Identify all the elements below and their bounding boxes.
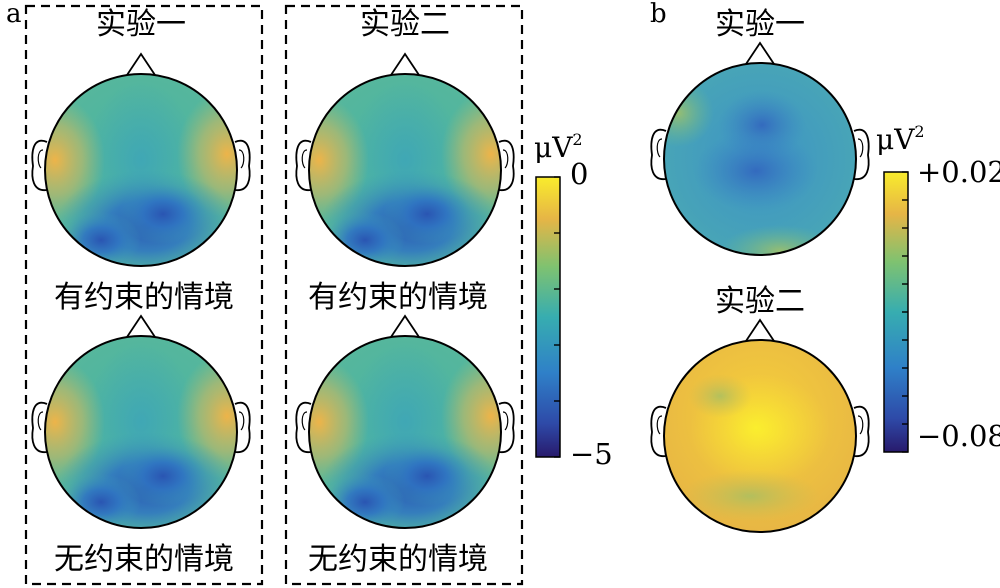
colorbar-a-max-label: 0 (570, 157, 588, 191)
condition-label-unconstrained-exp1: 无约束的情境 (54, 542, 234, 577)
topomap-exp1-unconstrained-nose (124, 314, 158, 341)
topomap-b-exp1 (650, 41, 870, 256)
colorbar-a: μV2 0 −5 (534, 130, 613, 471)
panel-b-experiment-1-title: 实验一 (715, 7, 805, 42)
experiment-2-box (284, 4, 524, 586)
panel-b-experiment-2-title: 实验二 (715, 284, 805, 319)
topomap-b-exp2 (650, 318, 870, 533)
topomap-exp2-unconstrained (295, 314, 515, 529)
condition-label-constrained-exp2: 有约束的情境 (308, 280, 488, 315)
panel-b-label: b (650, 0, 667, 29)
condition-label-unconstrained-exp2: 无约束的情境 (308, 542, 488, 577)
colorbar-b: μV2 +0.02 −0.08 (876, 122, 1000, 453)
topomap-exp2-constrained (295, 52, 515, 267)
topomap-exp1-constrained-outline (44, 73, 238, 267)
topomap-b-exp1-nose (743, 41, 777, 68)
topomap-exp2-constrained-nose (388, 52, 422, 79)
colorbar-b-max-label: +0.02 (917, 155, 1000, 189)
topomap-exp2-unconstrained-nose (388, 314, 422, 341)
panel-a-label: a (6, 0, 22, 29)
experiment-1-title: 实验一 (96, 7, 186, 42)
topomap-exp1-constrained (31, 52, 251, 267)
topomap-exp2-unconstrained-outline (308, 335, 502, 529)
condition-label-constrained-exp1: 有约束的情境 (54, 280, 234, 315)
experiment-1-box (24, 4, 264, 586)
topomap-exp2-constrained-outline (308, 73, 502, 267)
topomap-exp1-unconstrained-outline (44, 335, 238, 529)
topomap-exp1-constrained-nose (124, 52, 158, 79)
colorbar-a-unit: μV2 (534, 130, 583, 164)
topomap-exp1-unconstrained (31, 314, 251, 529)
colorbar-b-min-label: −0.08 (917, 419, 1000, 453)
colorbar-b-unit: μV2 (876, 122, 925, 156)
colorbar-a-min-label: −5 (570, 437, 613, 471)
experiment-2-title: 实验二 (360, 7, 450, 42)
topomap-b-exp2-nose (743, 318, 777, 345)
